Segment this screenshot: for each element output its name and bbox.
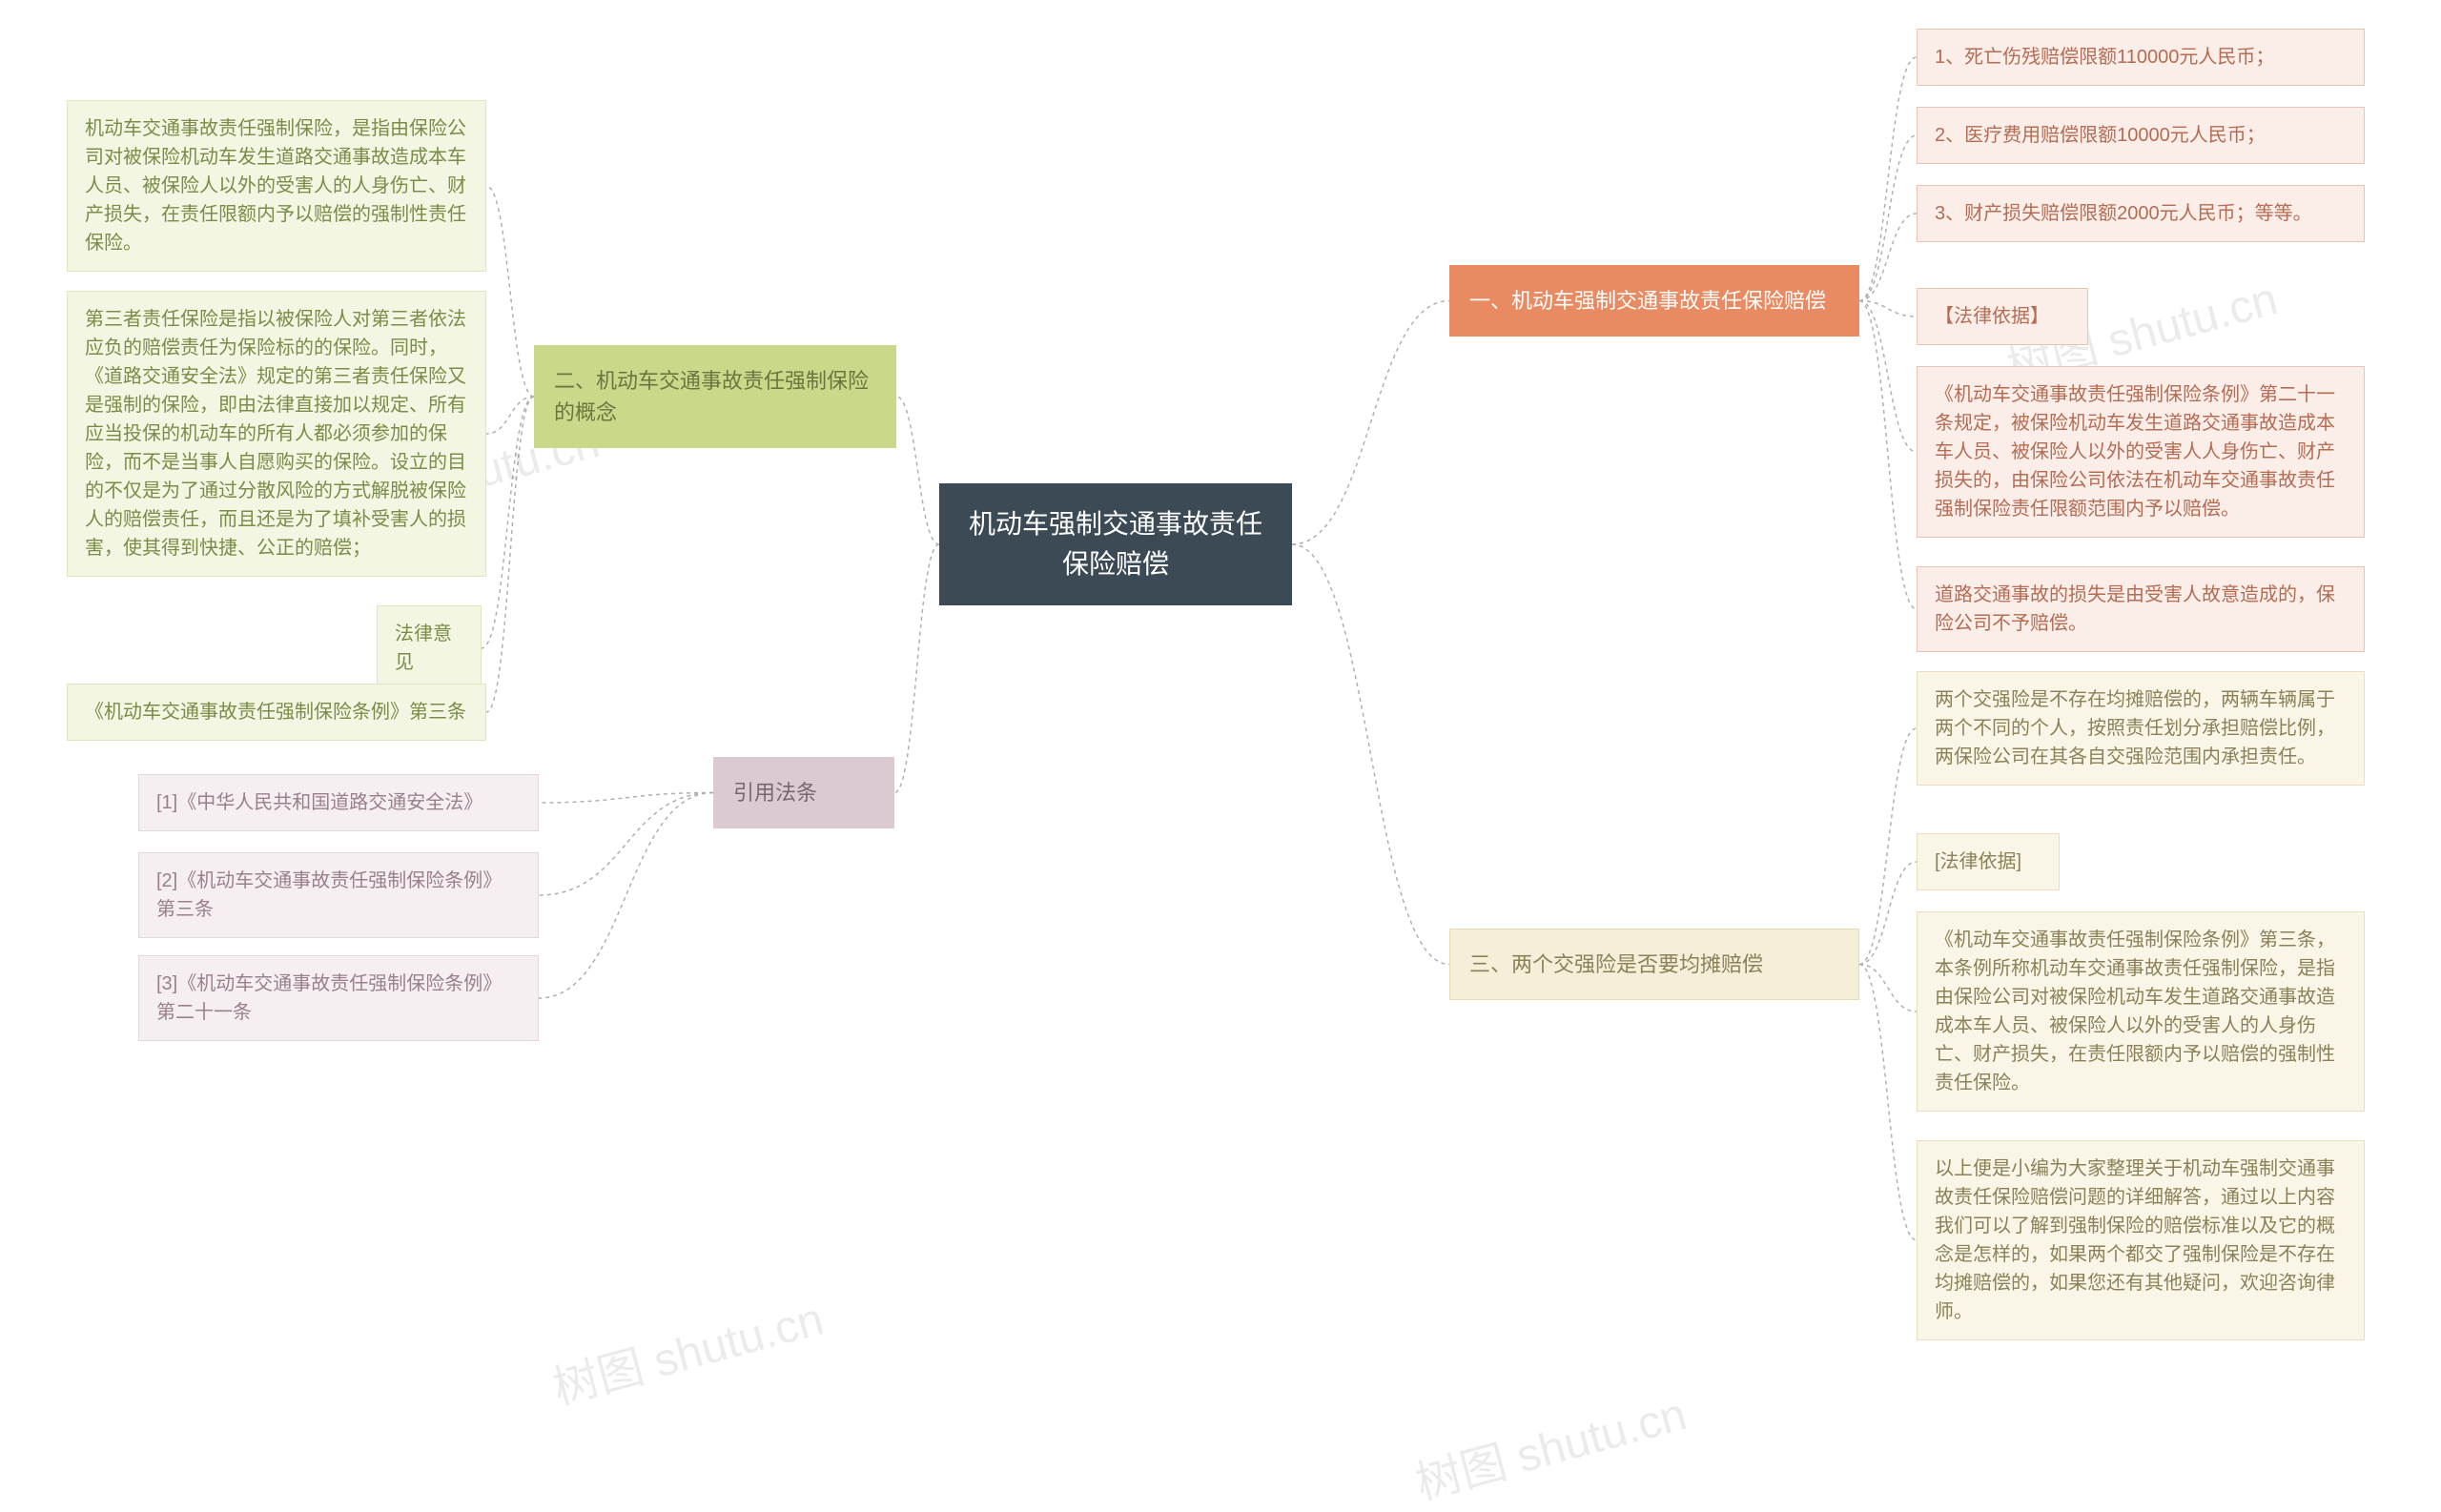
leaf-l2-1: [1]《中华人民共和国道路交通安全法》 — [138, 774, 539, 831]
leaf-l1-3: 法律意见 — [377, 605, 482, 691]
leaf-r2-4: 以上便是小编为大家整理关于机动车强制交通事故责任保险赔偿问题的详细解答，通过以上… — [1917, 1140, 2365, 1340]
leaf-l1-1: 机动车交通事故责任强制保险，是指由保险公司对被保险机动车发生道路交通事故造成本车… — [67, 100, 486, 272]
leaf-r2-2: [法律依据] — [1917, 833, 2060, 890]
leaf-l1-2: 第三者责任保险是指以被保险人对第三者依法应负的赔偿责任为保险标的的保险。同时，《… — [67, 291, 486, 577]
branch-section-3: 三、两个交强险是否要均摊赔偿 — [1449, 929, 1859, 1000]
watermark-2: 树图 shutu.cn — [544, 1281, 830, 1418]
leaf-r2-1: 两个交强险是不存在均摊赔偿的，两辆车辆属于两个不同的个人，按照责任划分承担赔偿比… — [1917, 671, 2365, 786]
leaf-r1-1: 1、死亡伤残赔偿限额110000元人民币； — [1917, 29, 2365, 86]
branch-section-1: 一、机动车强制交通事故责任保险赔偿 — [1449, 265, 1859, 337]
leaf-r1-4: 【法律依据】 — [1917, 288, 2088, 345]
leaf-r2-3: 《机动车交通事故责任强制保险条例》第三条，本条例所称机动车交通事故责任强制保险，… — [1917, 911, 2365, 1112]
branch-references: 引用法条 — [713, 757, 894, 828]
leaf-l1-4: 《机动车交通事故责任强制保险条例》第三条 — [67, 684, 486, 741]
leaf-r1-5: 《机动车交通事故责任强制保险条例》第二十一条规定，被保险机动车发生道路交通事故造… — [1917, 366, 2365, 538]
root-node: 机动车强制交通事故责任保险赔偿 — [939, 483, 1292, 605]
leaf-r1-3: 3、财产损失赔偿限额2000元人民币；等等。 — [1917, 185, 2365, 242]
leaf-l2-2: [2]《机动车交通事故责任强制保险条例》 第三条 — [138, 852, 539, 938]
branch-section-2: 二、机动车交通事故责任强制保险的概念 — [534, 345, 896, 448]
watermark-3: 树图 shutu.cn — [1407, 1377, 1692, 1512]
leaf-r1-6: 道路交通事故的损失是由受害人故意造成的，保险公司不予赔偿。 — [1917, 566, 2365, 652]
leaf-l2-3: [3]《机动车交通事故责任强制保险条例》 第二十一条 — [138, 955, 539, 1041]
leaf-r1-2: 2、医疗费用赔偿限额10000元人民币； — [1917, 107, 2365, 164]
